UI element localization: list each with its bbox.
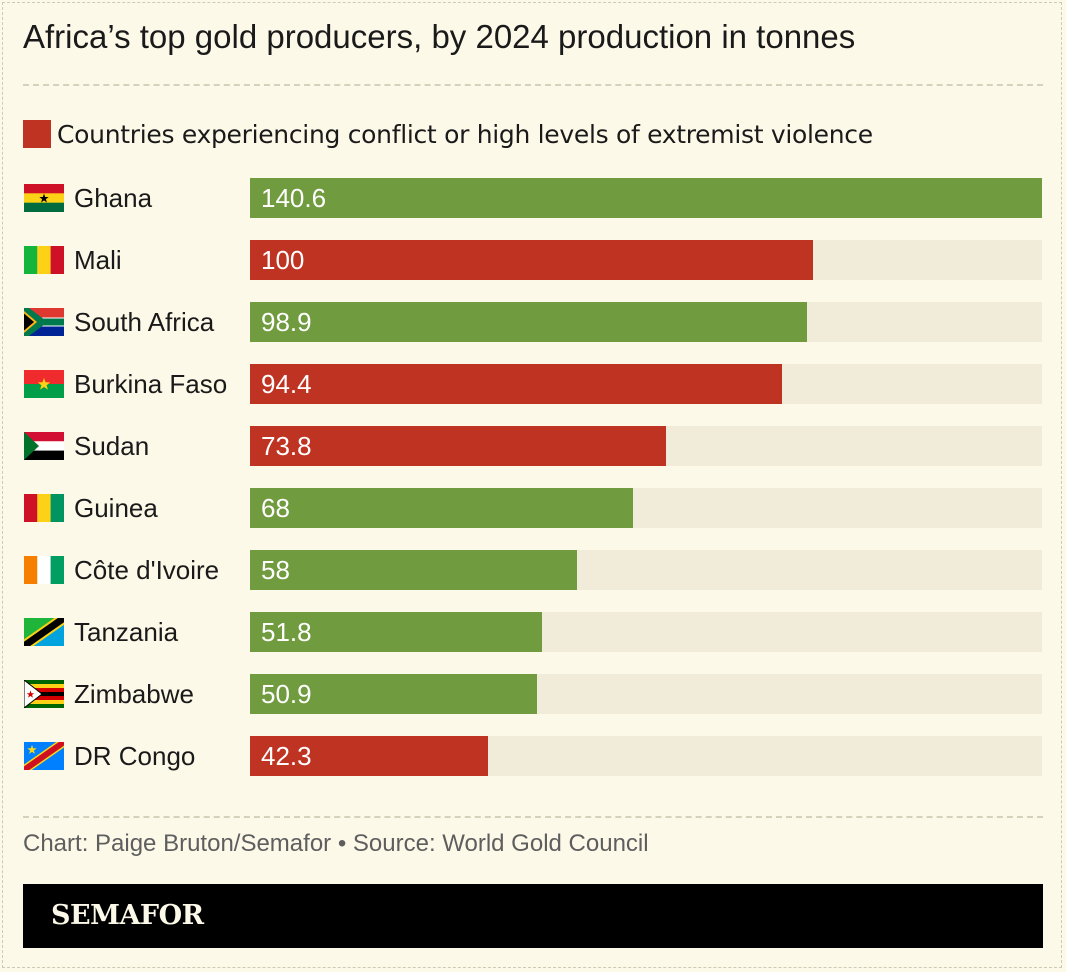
chart-title: Africa’s top gold producers, by 2024 pro… xyxy=(23,18,856,55)
category-label-sudan: Sudan xyxy=(74,431,150,461)
bar-mali: 100 xyxy=(250,240,814,280)
bar-track-sudan: 73.8 xyxy=(250,426,1042,466)
bar-track-mali: 100 xyxy=(250,240,1042,280)
legend-swatch xyxy=(23,120,51,148)
category-label-south-africa: South Africa xyxy=(74,307,215,337)
bar-row-guinea: Guinea 68 xyxy=(0,488,1066,528)
bar-row-dr-congo: DR Congo 42.3 xyxy=(0,736,1066,776)
bar-track-tanzania: 51.8 xyxy=(250,612,1042,652)
bottom-divider xyxy=(23,816,1043,818)
bar-track-cote-d-ivoire: 58 xyxy=(250,550,1042,590)
bar-guinea: 68 xyxy=(250,488,634,528)
bar-row-tanzania: Tanzania 51.8 xyxy=(0,612,1066,652)
top-divider xyxy=(23,84,1043,86)
bar-row-zimbabwe: Zimbabwe 50.9 xyxy=(0,674,1066,714)
mali-flag-icon xyxy=(24,246,64,274)
bar-row-mali: Mali 100 xyxy=(0,240,1066,280)
value-label-dr-congo: 42.3 xyxy=(261,741,312,771)
category-label-ghana: Ghana xyxy=(74,183,153,213)
credit-line: Chart: Paige Bruton/Semafor • Source: Wo… xyxy=(23,830,649,857)
category-label-dr-congo: DR Congo xyxy=(74,741,196,771)
south-africa-flag-icon xyxy=(24,308,64,336)
value-label-south-africa: 98.9 xyxy=(261,307,312,337)
category-label-tanzania: Tanzania xyxy=(74,617,179,647)
legend-label: Countries experiencing conflict or high … xyxy=(57,119,873,149)
bar-row-cote-d-ivoire: Côte d'Ivoire 58 xyxy=(0,550,1066,590)
bar-track-zimbabwe: 50.9 xyxy=(250,674,1042,714)
guinea-flag-icon xyxy=(24,494,64,522)
value-label-sudan: 73.8 xyxy=(261,431,312,461)
bar-row-burkina-faso: Burkina Faso 94.4 xyxy=(0,364,1066,404)
bar-south-africa: 98.9 xyxy=(250,302,808,342)
legend: Countries experiencing conflict or high … xyxy=(23,116,873,152)
tanzania-flag-icon xyxy=(24,618,64,646)
bar-row-ghana: Ghana 140.6 xyxy=(0,178,1066,218)
cote-divoire-flag-icon xyxy=(24,556,64,584)
category-label-zimbabwe: Zimbabwe xyxy=(74,679,194,709)
burkina-faso-flag-icon xyxy=(24,370,64,398)
value-label-zimbabwe: 50.9 xyxy=(261,679,312,709)
bar-row-south-africa: South Africa 98.9 xyxy=(0,302,1066,342)
bar-ghana: 140.6 xyxy=(250,178,1042,218)
dr-congo-flag-icon xyxy=(24,742,64,770)
bar-row-sudan: Sudan 73.8 xyxy=(0,426,1066,466)
value-label-cote-d-ivoire: 58 xyxy=(261,555,290,585)
sudan-flag-icon xyxy=(24,432,64,460)
value-label-mali: 100 xyxy=(261,245,305,275)
value-label-guinea: 68 xyxy=(261,493,290,523)
bar-track-guinea: 68 xyxy=(250,488,1042,528)
bar-dr-congo: 42.3 xyxy=(250,736,489,776)
category-label-burkina-faso: Burkina Faso xyxy=(74,369,228,399)
semafor-logo: SEMAFOR xyxy=(51,900,204,931)
bar-tanzania: 51.8 xyxy=(250,612,542,652)
zimbabwe-flag-icon xyxy=(24,680,64,708)
bar-track-burkina-faso: 94.4 xyxy=(250,364,1042,404)
category-label-cote-d-ivoire: Côte d'Ivoire xyxy=(74,555,220,585)
bar-burkina-faso: 94.4 xyxy=(250,364,782,404)
category-label-guinea: Guinea xyxy=(74,493,158,523)
bar-track-dr-congo: 42.3 xyxy=(250,736,1042,776)
value-label-tanzania: 51.8 xyxy=(261,617,312,647)
bar-zimbabwe: 50.9 xyxy=(250,674,537,714)
bar-track-south-africa: 98.9 xyxy=(250,302,1042,342)
category-label-mali: Mali xyxy=(74,245,122,275)
bar-track-ghana: 140.6 xyxy=(250,178,1042,218)
value-label-burkina-faso: 94.4 xyxy=(261,369,312,399)
ghana-flag-icon xyxy=(24,184,64,212)
value-label-ghana: 140.6 xyxy=(261,183,327,213)
footer-bar: SEMAFOR xyxy=(23,884,1043,948)
bar-cote-d-ivoire: 58 xyxy=(250,550,577,590)
bar-sudan: 73.8 xyxy=(250,426,666,466)
